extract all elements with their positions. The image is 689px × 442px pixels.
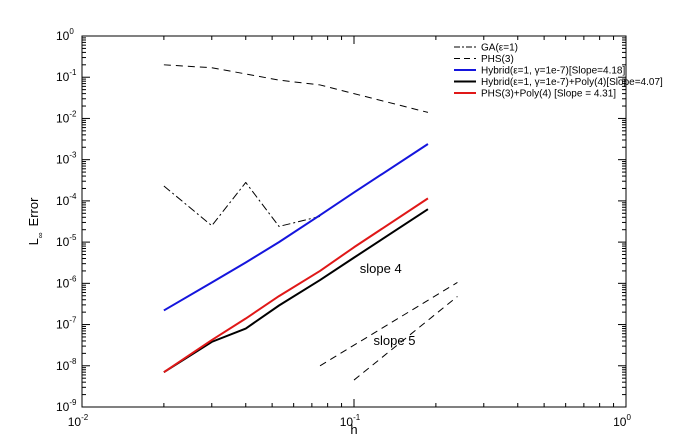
reference-line-slope-5 bbox=[353, 296, 458, 381]
y-tick-exponent: -6 bbox=[69, 274, 77, 283]
legend: GA(ε=1)PHS(3)Hybrid(ε=1, γ=1e-7)[Slope=4… bbox=[454, 43, 663, 100]
y-axis-title-rest: Error bbox=[26, 197, 41, 227]
y-axis-title-main: L bbox=[26, 238, 41, 245]
y-tick-exponent: -1 bbox=[69, 68, 77, 77]
reference-lines bbox=[319, 282, 458, 381]
y-tick-exponent: -3 bbox=[69, 151, 77, 160]
y-tick-base: 10 bbox=[56, 400, 70, 414]
y-tick-exponent: -4 bbox=[69, 192, 77, 201]
x-tick-base: 10 bbox=[68, 415, 82, 429]
phs3-series-line bbox=[163, 64, 429, 113]
hybrid-poly4-series-line bbox=[163, 208, 429, 374]
y-tick-base: 10 bbox=[56, 111, 70, 125]
x-axis-title: h bbox=[350, 422, 357, 437]
x-tick-exponent: -1 bbox=[353, 413, 361, 422]
y-tick-exponent: -2 bbox=[69, 109, 77, 118]
x-tick-label: 10-2 bbox=[68, 413, 89, 429]
y-tick-label: 10-7 bbox=[56, 316, 77, 332]
y-tick-label: 10-4 bbox=[56, 192, 77, 208]
y-tick-exponent: -7 bbox=[69, 316, 77, 325]
legend-label: Hybrid(ε=1, γ=1e-7)[Slope=4.18] bbox=[481, 66, 625, 77]
y-tick-label: 100 bbox=[56, 27, 74, 43]
legend-label: PHS(3)+Poly(4) [Slope = 4.31] bbox=[481, 89, 616, 100]
y-tick-label: 10-5 bbox=[56, 233, 77, 249]
y-tick-label: 10-9 bbox=[56, 398, 77, 414]
legend-label: Hybrid(ε=1, γ=1e-7)+Poly(4)[Slope=4.07] bbox=[481, 77, 663, 88]
y-tick-label: 10-6 bbox=[56, 274, 77, 290]
y-tick-base: 10 bbox=[56, 70, 70, 84]
x-tick-label: 10-1 bbox=[340, 413, 361, 429]
phs3-poly4-series-line bbox=[163, 197, 429, 373]
annotation-label: slope 5 bbox=[374, 333, 416, 348]
y-tick-base: 10 bbox=[56, 359, 70, 373]
y-tick-base: 10 bbox=[56, 235, 70, 249]
y-tick-base: 10 bbox=[56, 29, 70, 43]
y-tick-label: 10-8 bbox=[56, 357, 77, 373]
x-tick-exponent: 0 bbox=[626, 413, 631, 422]
x-tick-label: 100 bbox=[613, 413, 631, 429]
hybrid-series-line bbox=[163, 143, 429, 312]
axes: 10-2 10-1 10010-910-810-710-610-510-410-31… bbox=[26, 27, 631, 437]
y-axis-title-subscript: ∞ bbox=[36, 232, 45, 238]
reference-line-slope-4 bbox=[319, 282, 458, 367]
y-axis-title: L∞ Error bbox=[26, 197, 45, 245]
y-tick-exponent: -8 bbox=[69, 357, 77, 366]
y-tick-exponent: -5 bbox=[69, 233, 77, 242]
y-tick-base: 10 bbox=[56, 153, 70, 167]
y-tick-label: 10-3 bbox=[56, 151, 77, 167]
y-tick-exponent: -9 bbox=[69, 398, 77, 407]
y-tick-label: 10-1 bbox=[56, 68, 77, 84]
y-tick-label: 10-2 bbox=[56, 109, 77, 125]
y-tick-base: 10 bbox=[56, 276, 70, 290]
annotations: slope 4 slope 5 bbox=[360, 261, 416, 348]
x-tick-base: 10 bbox=[340, 415, 354, 429]
y-tick-base: 10 bbox=[56, 194, 70, 208]
series-lines bbox=[163, 64, 429, 374]
x-tick-base: 10 bbox=[613, 415, 627, 429]
annotation-label: slope 4 bbox=[360, 261, 402, 276]
x-tick-exponent: -2 bbox=[81, 413, 89, 422]
y-tick-base: 10 bbox=[56, 318, 70, 332]
ga-series-line bbox=[163, 181, 321, 227]
y-tick-exponent: 0 bbox=[69, 27, 74, 36]
legend-label: GA(ε=1) bbox=[481, 43, 518, 54]
legend-label: PHS(3) bbox=[481, 54, 514, 65]
